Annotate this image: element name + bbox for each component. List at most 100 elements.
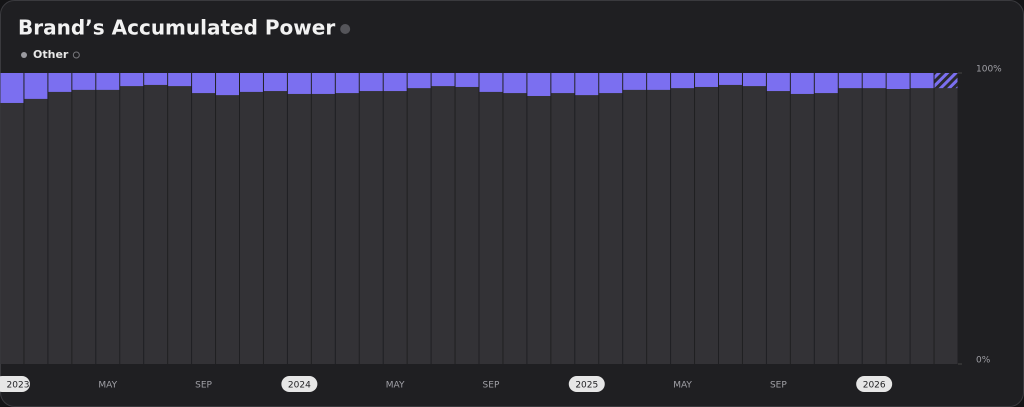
column-bg [96,73,120,364]
bar [814,73,838,94]
column-bg [742,73,766,364]
column-bg [695,73,718,364]
legend-eye [72,51,80,59]
bar [263,73,287,92]
column-bg [599,73,623,364]
x-tick-label: 2024 [288,381,311,391]
bar [72,73,96,90]
bar [671,73,695,89]
bar [144,73,168,85]
x-tick-label: 2025 [575,381,598,391]
column-bg [287,73,311,364]
bar [790,73,814,94]
bar [575,73,599,96]
bar [407,73,431,89]
x-tick-label: SEP [195,381,212,391]
column-bg [575,73,599,364]
column-bg [455,73,479,364]
x-tick-label: MAY [386,381,405,391]
bar [287,73,311,94]
column-bg [623,73,647,364]
column-bg [790,73,814,364]
bar [527,73,551,96]
column-bg [647,73,671,364]
column-bg [192,73,216,364]
column-bg [120,73,144,364]
bar [240,73,263,92]
x-tick-label: MAY [673,381,692,391]
x-tick-pill [568,376,605,392]
bar [431,73,455,87]
bar [311,73,335,94]
column-bg [359,73,383,364]
column-bg [335,73,359,364]
column-bg [766,73,790,364]
x-tick-pill [281,376,318,392]
column-bg [838,73,862,364]
column-bg [527,73,551,364]
column-bg [168,73,192,364]
bar [551,73,575,94]
y-tick-label: 100% [976,65,1002,75]
x-tick-label: SEP [483,381,500,391]
chart-title: Brand’s Accumulated Power [18,16,335,40]
legend: Other [21,48,80,61]
column-bg [814,73,838,364]
bar [934,73,958,89]
x-tick-pill [856,376,893,392]
bar [862,73,886,89]
column-bg [551,73,575,364]
column-bg [886,73,910,364]
bar [383,73,407,92]
bar [886,73,910,90]
column-bg [671,73,695,364]
x-tick-label: SEP [770,381,787,391]
bar [96,73,120,90]
bar [719,73,742,85]
x-tick-pill [0,376,30,392]
bar [623,73,647,90]
x-tick-label: MAY [98,381,117,391]
bar [48,73,72,92]
column-bg [216,73,239,364]
bar [24,73,48,99]
column-bg [263,73,287,364]
bar [838,73,862,89]
bar [742,73,766,87]
bar [910,73,934,89]
bar [479,73,503,92]
column-bg [383,73,407,364]
column-bg [934,73,958,364]
x-tick-label: 2026 [863,381,886,391]
bar [695,73,718,87]
column-bg [240,73,263,364]
column-bg [72,73,96,364]
bar [120,73,144,87]
bar [216,73,239,96]
x-tick-label: 2023 [7,381,30,391]
column-bg [431,73,455,364]
bar [192,73,216,94]
bar [335,73,359,94]
column-bg [503,73,527,364]
column-bg [910,73,934,364]
bar [599,73,623,94]
column-bg [719,73,742,364]
info-icon [340,24,351,34]
column-bg [24,73,48,364]
column-bg [407,73,431,364]
bar [647,73,671,90]
column-bg [48,73,72,364]
legend-label: Other [33,48,69,61]
bar [503,73,527,94]
bar [455,73,479,87]
bar [168,73,192,87]
y-tick-label: 0% [976,356,991,366]
bar [359,73,383,92]
bar [766,73,790,92]
column-bg [311,73,335,364]
column-bg [144,73,168,364]
plot [0,72,962,365]
column-bg [479,73,503,364]
